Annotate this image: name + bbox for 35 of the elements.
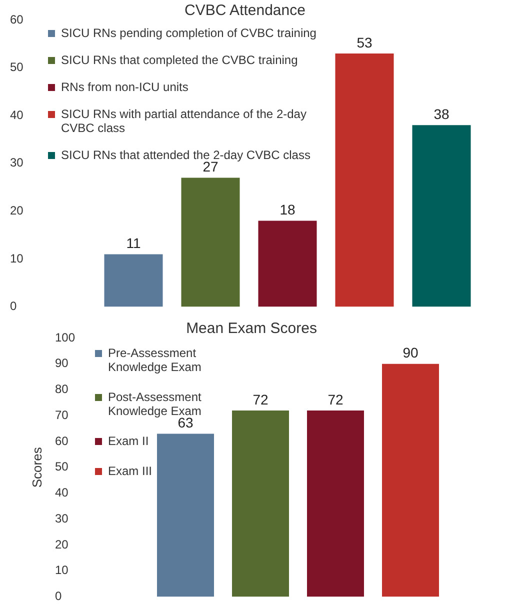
y-tick-label: 80 xyxy=(55,382,69,396)
data-label: 72 xyxy=(252,391,268,408)
data-label: 72 xyxy=(328,391,344,408)
legend-label: Exam III xyxy=(108,464,152,478)
y-tick-label: 30 xyxy=(10,156,24,170)
y-tick-label: 70 xyxy=(55,408,69,422)
y-tick-label: 50 xyxy=(55,460,69,474)
y-tick-label: 10 xyxy=(10,251,24,266)
legend-label: Pre-Assessment Knowledge Exam xyxy=(108,346,202,374)
data-label: 18 xyxy=(280,202,296,218)
chart-title: CVBC Attendance xyxy=(184,2,306,20)
data-label: 11 xyxy=(126,235,141,252)
legend-label: Exam II xyxy=(108,434,149,448)
y-tick-label: 50 xyxy=(10,60,24,74)
y-tick-label: 60 xyxy=(55,434,69,448)
legend-label: SICU RNs that completed the CVBC training xyxy=(61,53,298,67)
y-tick-label: 20 xyxy=(10,204,24,218)
y-tick-label: 40 xyxy=(10,108,24,122)
y-tick-label: 10 xyxy=(55,563,69,578)
y-axis-title: Scores xyxy=(30,446,45,488)
y-tick-label: 40 xyxy=(55,486,69,500)
chart-title: Mean Exam Scores xyxy=(186,320,317,338)
data-label: 38 xyxy=(434,106,450,122)
y-tick-label: 100 xyxy=(55,330,76,344)
legend-label: SICU RNs pending completion of CVBC training xyxy=(61,26,316,40)
y-tick-label: 0 xyxy=(10,299,17,314)
y-tick-label: 0 xyxy=(55,589,62,604)
legend-label: SICU RNs with partial attendance of the 2-day CVBC class xyxy=(61,107,308,135)
y-tick-label: 20 xyxy=(55,537,69,552)
legend-label: RNs from non-ICU units xyxy=(61,80,188,94)
y-tick-label: 90 xyxy=(55,356,69,370)
y-tick-label: 60 xyxy=(10,12,24,26)
data-label: 90 xyxy=(402,344,418,361)
data-label: 53 xyxy=(356,34,372,50)
y-tick-label: 30 xyxy=(55,511,69,526)
